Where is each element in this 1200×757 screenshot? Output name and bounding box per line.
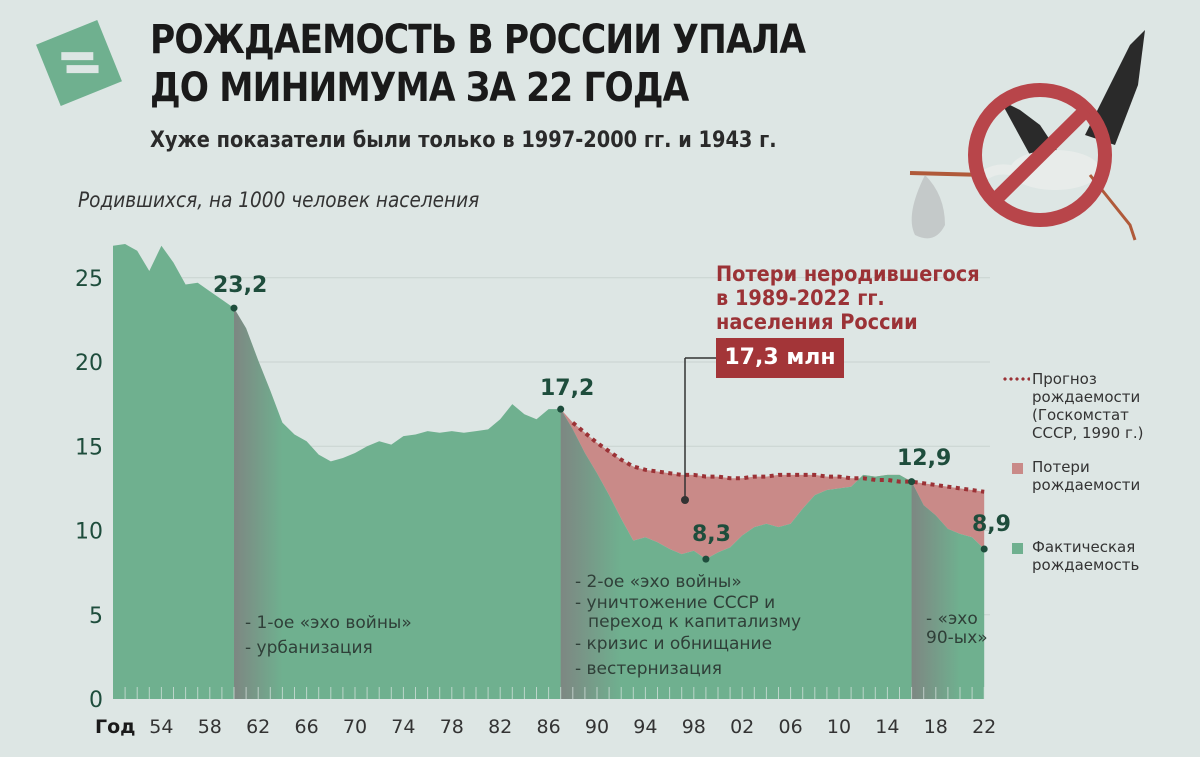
- band3-note-2: 90-ых»: [926, 628, 988, 648]
- x-tick-label: 62: [246, 716, 270, 738]
- annotation-dot: [908, 478, 916, 486]
- legend-forecast-text-1: Прогноз: [1032, 370, 1097, 388]
- highlight-band: [234, 308, 283, 699]
- x-tick-label: 74: [391, 716, 415, 738]
- annotation-dot: [230, 304, 238, 312]
- x-axis-labels: Год 54 58 62 66 70 74 78 82 86 90 94 98 02 06 10 14 18 22: [95, 716, 996, 738]
- band2-note-5: - вестернизация: [575, 659, 722, 679]
- highlight-bands: [234, 308, 960, 699]
- value-label-1987: 17,2: [540, 376, 594, 401]
- x-tick-label: 82: [488, 716, 512, 738]
- title-line-2: ДО МИНИМУМА ЗА 22 ГОДА: [150, 65, 689, 111]
- callout-anchor-dot: [681, 496, 689, 504]
- annotation-dot: [980, 545, 988, 553]
- value-label-1999: 8,3: [692, 522, 731, 547]
- band3-note-1: - «эхо: [926, 609, 978, 629]
- actual-birthrate-area: [113, 244, 985, 700]
- x-tick-label: 02: [730, 716, 754, 738]
- x-tick-label: 06: [779, 716, 803, 738]
- loss-title-line-2: в 1989-2022 гг.: [716, 286, 885, 310]
- x-tick-label: 22: [972, 716, 996, 738]
- x-axis-title: Год: [95, 716, 136, 738]
- x-tick-label: 70: [343, 716, 367, 738]
- legend-item-forecast: Прогноз рождаемости (Госкомстат СССР, 19…: [1002, 370, 1192, 442]
- y-tick-label: 15: [75, 435, 103, 460]
- band2-note-1: - 2-ое «эхо войны»: [575, 572, 742, 592]
- loss-area: [560, 409, 985, 560]
- y-axis-ticks: 0 5 10 15 20 25: [75, 267, 103, 713]
- highlight-band: [911, 481, 960, 699]
- x-tick-label: 10: [827, 716, 851, 738]
- band1-note-1: - 1-ое «эхо войны»: [245, 613, 412, 633]
- legend-item-loss: Потери рождаемости: [1002, 458, 1192, 494]
- x-tick-label: 66: [295, 716, 319, 738]
- value-label-2022: 8,9: [972, 512, 1011, 537]
- band1-note-2: - урбанизация: [245, 638, 373, 658]
- x-tick-label: 18: [924, 716, 948, 738]
- stork-prohibited-icon: [909, 30, 1145, 241]
- band3-notes: - «эхо 90-ых»: [926, 609, 988, 648]
- value-label-2016: 12,9: [897, 446, 951, 471]
- dotted-line-icon: [1002, 377, 1030, 381]
- y-tick-label: 25: [75, 267, 103, 292]
- x-axis-ticks: [124, 687, 985, 699]
- loss-callout-title: Потери неродившегося в 1989-2022 гг. нас…: [716, 262, 980, 334]
- loss-title-line-3: населения России: [716, 310, 918, 334]
- x-tick-label: 78: [440, 716, 464, 738]
- band2-notes: - 2-ое «эхо войны» - уничтожение СССР и …: [575, 572, 801, 679]
- loss-title-line-1: Потери неродившегося: [716, 262, 980, 286]
- band1-notes: - 1-ое «эхо войны» - урбанизация: [245, 613, 412, 658]
- highlight-band: [560, 409, 622, 699]
- loss-swatch-icon: [1012, 463, 1023, 474]
- y-tick-label: 5: [89, 604, 103, 629]
- legend-forecast-text-3: (Госкомстат: [1032, 406, 1129, 424]
- x-tick-label: 94: [633, 716, 657, 738]
- x-tick-label: 98: [682, 716, 706, 738]
- legend-forecast-text-2: рождаемости: [1032, 388, 1141, 406]
- legend-forecast-text-4: СССР, 1990 г.): [1032, 424, 1144, 442]
- page-title: РОЖДАЕМОСТЬ В РОССИИ УПАЛА ДО МИНИМУМА З…: [150, 16, 806, 112]
- x-tick-label: 86: [537, 716, 561, 738]
- x-tick-label: 14: [875, 716, 899, 738]
- legend-actual-text-2: рождаемость: [1032, 556, 1140, 574]
- band2-note-3: переход к капитализму: [588, 612, 801, 632]
- annotation-dot: [557, 405, 565, 413]
- forecast-line: [571, 421, 985, 494]
- y-tick-label: 0: [89, 688, 103, 713]
- annotation-dot: [702, 555, 710, 563]
- legend: Прогноз рождаемости (Госкомстат СССР, 19…: [1002, 370, 1192, 590]
- x-tick-label: 54: [149, 716, 173, 738]
- x-tick-label: 90: [585, 716, 609, 738]
- title-line-1: РОЖДАЕМОСТЬ В РОССИИ УПАЛА: [150, 17, 806, 63]
- x-tick-label: 58: [198, 716, 222, 738]
- legend-item-actual: Фактическая рождаемость: [1002, 538, 1192, 574]
- y-axis-label: Родившихся, на 1000 человек населения: [78, 188, 480, 212]
- value-label-1960: 23,2: [213, 273, 267, 298]
- band2-note-2: - уничтожение СССР и: [575, 593, 775, 613]
- legend-actual-text-1: Фактическая: [1032, 538, 1136, 556]
- band2-note-4: - кризис и обнищание: [575, 634, 772, 654]
- y-tick-label: 20: [75, 351, 103, 376]
- legend-loss-text-1: Потери: [1032, 458, 1090, 476]
- page-subtitle: Хуже показатели были только в 1997-2000 …: [150, 128, 777, 153]
- loss-value-badge: 17,3 млн: [716, 338, 844, 378]
- y-tick-label: 10: [75, 520, 103, 545]
- actual-swatch-icon: [1012, 543, 1023, 554]
- annotation-points: [230, 304, 988, 563]
- legend-loss-text-2: рождаемости: [1032, 476, 1141, 494]
